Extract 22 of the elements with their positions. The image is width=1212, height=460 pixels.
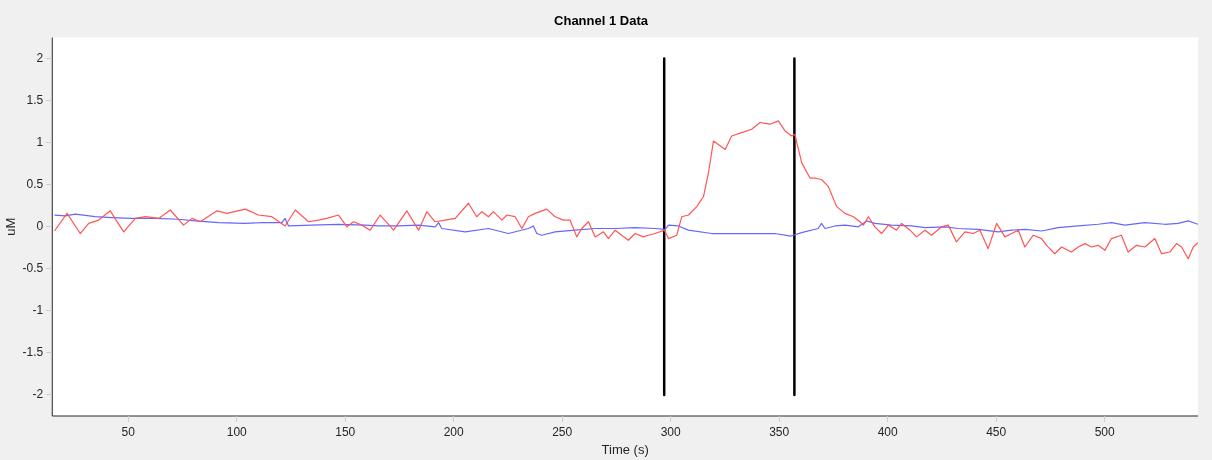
x-tick-label: 250 [552,424,573,439]
x-tick-label: 100 [226,424,248,439]
y-tick-label: 2 [36,50,44,65]
x-tick-label: 500 [1094,424,1116,439]
x-tick-label: 50 [121,424,136,439]
y-tick-label: -2 [32,387,44,402]
x-axis-title: Time (s) [601,441,649,457]
y-tick-label: -1.5 [22,345,44,360]
x-tick-label: 400 [877,424,899,439]
y-tick-label: 1.5 [26,92,44,107]
x-tick-label: 450 [986,424,1007,439]
x-tick-label: 300 [660,424,682,439]
y-tick-label: -1 [32,303,44,318]
x-tick-label: 150 [335,424,356,439]
y-axis-title: uM [3,217,19,236]
y-tick-label: -0.5 [22,261,44,276]
y-tick-label: 0 [36,219,44,234]
x-tick-label: 200 [443,424,465,439]
x-tick-label: 350 [769,424,790,439]
y-tick-label: 0.5 [26,177,44,192]
chart-title: Channel 1 Data [554,13,649,29]
y-tick-label: 1 [36,135,44,150]
